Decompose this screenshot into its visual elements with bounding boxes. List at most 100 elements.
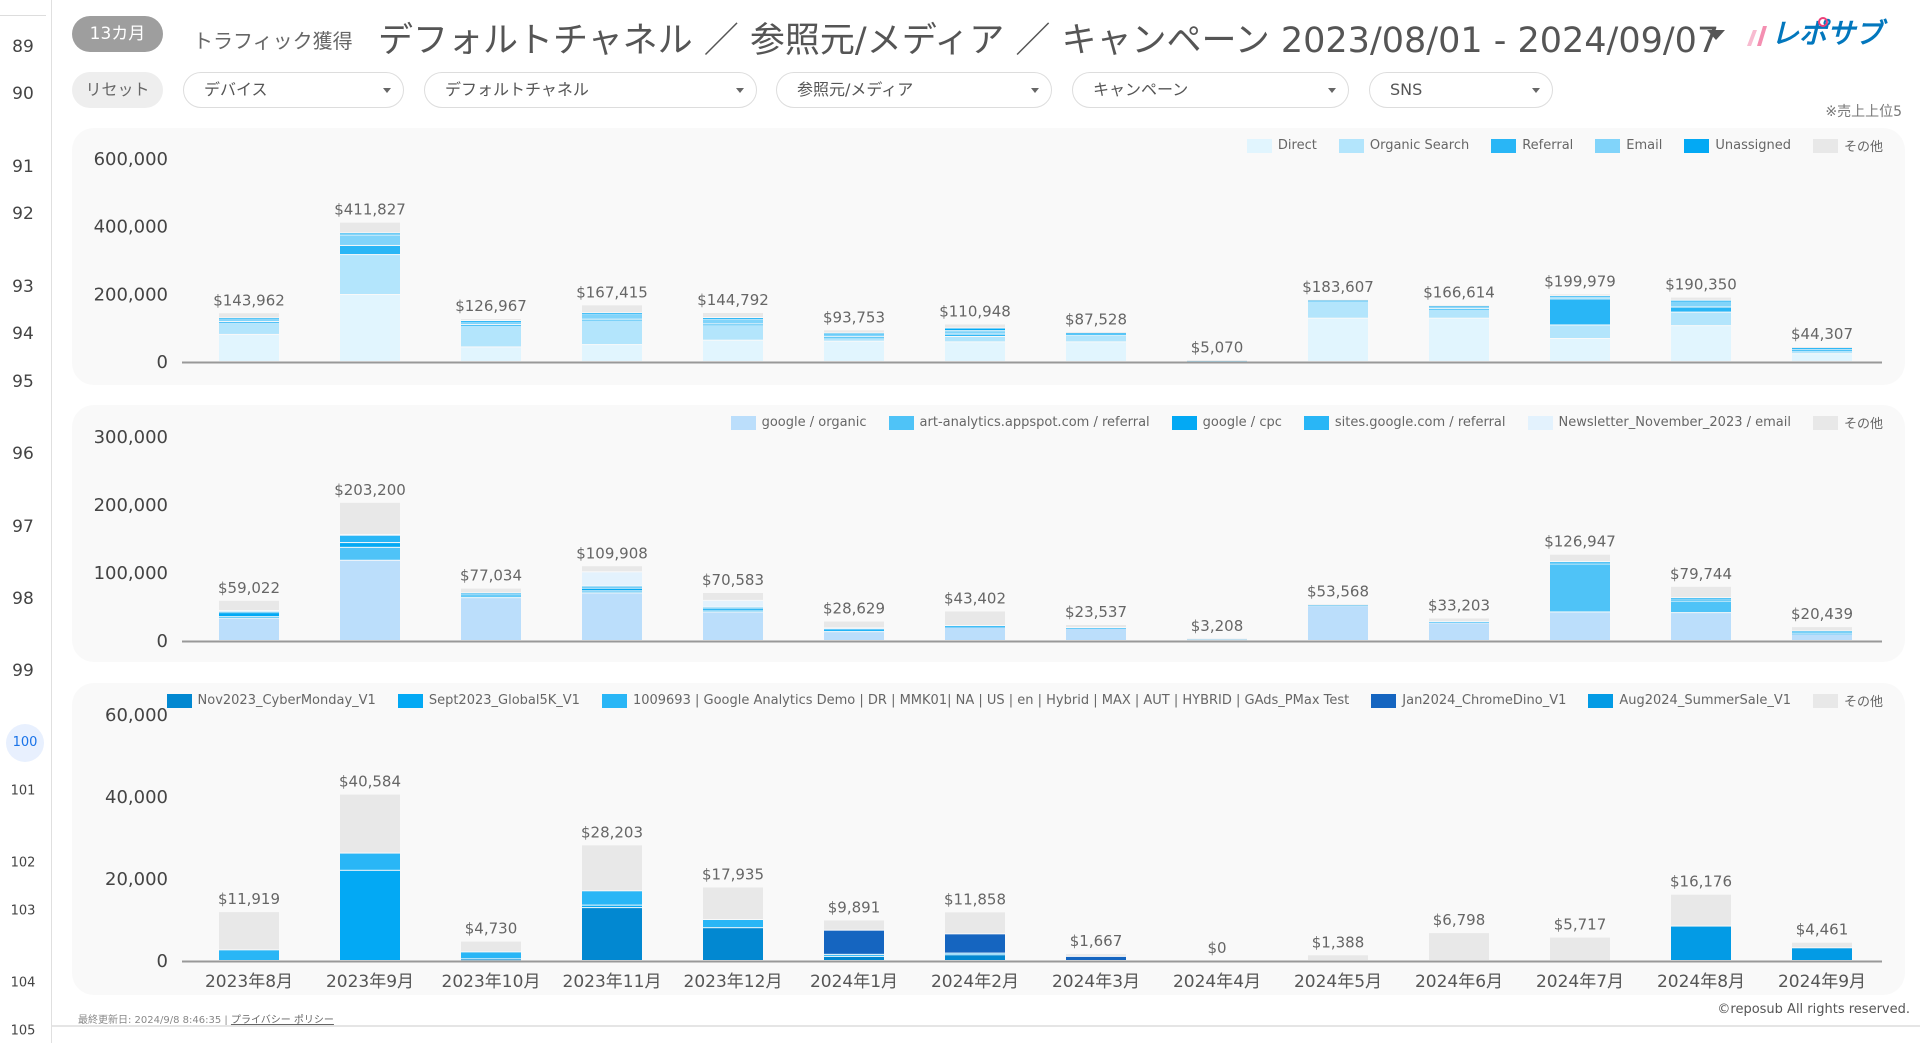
x-tick-label: 2023年8月 xyxy=(205,972,293,992)
bar-total-label: $43,402 xyxy=(944,589,1006,607)
row-number[interactable]: 97 xyxy=(12,517,34,537)
bar-segment xyxy=(582,314,642,319)
x-tick-label: 2023年11月 xyxy=(563,972,662,992)
bar-segment xyxy=(1550,612,1610,640)
row-number[interactable]: 93 xyxy=(12,277,34,297)
row-number[interactable]: 96 xyxy=(12,444,34,464)
bar-segment xyxy=(1308,301,1368,318)
chart-legend: google / organic art-analytics.appspot.co… xyxy=(730,413,1883,432)
row-number[interactable]: 100 xyxy=(6,724,44,762)
filter-dropdown[interactable]: 参照元/メディア xyxy=(776,72,1052,108)
row-number[interactable]: 102 xyxy=(10,855,36,871)
row-number[interactable]: 92 xyxy=(12,204,34,224)
bar-segment xyxy=(1671,307,1731,312)
bar-total-label: $199,979 xyxy=(1544,272,1616,290)
row-number[interactable]: 99 xyxy=(12,661,34,681)
bar-segment xyxy=(461,347,521,361)
bar-segment xyxy=(945,342,1005,361)
bar-segment xyxy=(1066,628,1126,640)
legend-item[interactable]: google / organic xyxy=(730,413,867,432)
legend-item[interactable]: Email xyxy=(1595,136,1662,155)
bar-segment xyxy=(582,588,642,591)
legend-label: Email xyxy=(1626,138,1663,153)
legend-item[interactable]: 1009693 | Google Analytics Demo | DR | M… xyxy=(601,691,1349,710)
legend-label: Referral xyxy=(1522,138,1574,153)
legend-item[interactable]: Newsletter_November_2023 / email xyxy=(1527,413,1791,432)
chevron-down-icon xyxy=(736,88,744,93)
legend-swatch xyxy=(1812,415,1838,430)
bar-total-label: $0 xyxy=(1207,939,1226,957)
legend-item[interactable]: Unassigned xyxy=(1684,136,1791,155)
row-number[interactable]: 90 xyxy=(12,84,34,104)
row-number[interactable]: 103 xyxy=(10,903,36,919)
row-number[interactable]: 91 xyxy=(12,157,34,177)
bar-segment xyxy=(1066,628,1126,629)
legend-swatch xyxy=(1491,138,1517,153)
row-number[interactable]: 98 xyxy=(12,589,34,609)
bar-segment xyxy=(340,233,400,235)
legend-swatch xyxy=(1684,138,1710,153)
bar-segment xyxy=(461,596,521,598)
legend-item[interactable]: Organic Search xyxy=(1338,136,1469,155)
filter-dropdown[interactable]: キャンペーン xyxy=(1072,72,1349,108)
bar-segment xyxy=(824,954,884,956)
bar-segment xyxy=(1792,633,1852,635)
legend-item[interactable]: Sept2023_Global5K_V1 xyxy=(397,691,580,710)
privacy-policy-link[interactable]: プライバシー ポリシー xyxy=(230,1015,334,1026)
y-tick-label: 40,000 xyxy=(105,787,168,808)
bar-total-label: $4,461 xyxy=(1796,921,1849,939)
bar-total-label: $11,919 xyxy=(218,890,280,908)
legend-item[interactable]: Referral xyxy=(1491,136,1573,155)
bar-segment xyxy=(703,325,763,340)
filter-dropdown[interactable]: SNS xyxy=(1369,72,1553,108)
bar-segment xyxy=(1308,604,1368,606)
legend-item[interactable]: Nov2023_CyberMonday_V1 xyxy=(166,691,376,710)
bar-segment xyxy=(582,586,642,588)
period-badge[interactable]: 13カ月 xyxy=(72,16,163,52)
bar-segment xyxy=(945,955,1005,960)
legend-swatch xyxy=(1588,693,1614,708)
bar-segment xyxy=(1671,601,1731,613)
bar-total-label: $3,208 xyxy=(1191,617,1244,635)
legend-item[interactable]: Direct xyxy=(1246,136,1317,155)
legend-label: Nov2023_CyberMonday_V1 xyxy=(197,693,376,708)
date-range-dropdown-icon[interactable] xyxy=(1707,30,1725,40)
legend-item[interactable]: Jan2024_ChromeDino_V1 xyxy=(1371,691,1566,710)
bar-segment xyxy=(945,334,1005,336)
reset-button[interactable]: リセット xyxy=(72,72,163,108)
bar-total-label: $5,070 xyxy=(1191,338,1244,356)
row-number[interactable]: 94 xyxy=(12,324,34,344)
bar-segment xyxy=(945,336,1005,342)
legend-item[interactable]: その他 xyxy=(1812,136,1883,155)
legend-item[interactable]: google / cpc xyxy=(1171,413,1282,432)
bar-segment xyxy=(219,950,279,960)
row-number[interactable]: 89 xyxy=(12,37,34,57)
bar-segment xyxy=(1550,564,1610,612)
bar-total-label: $40,584 xyxy=(339,773,401,791)
bar-segment xyxy=(824,628,884,630)
bar-segment xyxy=(1308,318,1368,361)
filter-dropdown[interactable]: デフォルトチャネル xyxy=(424,72,757,108)
legend-item[interactable]: その他 xyxy=(1812,691,1883,710)
bar-segment xyxy=(1550,296,1610,298)
bar-segment xyxy=(219,912,279,950)
legend-item[interactable]: sites.google.com / referral xyxy=(1303,413,1506,432)
bar-segment xyxy=(219,323,279,334)
legend-item[interactable]: Aug2024_SummerSale_V1 xyxy=(1588,691,1791,710)
filter-dropdown[interactable]: デバイス xyxy=(183,72,404,108)
filter-label: キャンペーン xyxy=(1093,80,1189,99)
legend-item[interactable]: art-analytics.appspot.com / referral xyxy=(888,413,1150,432)
bar-segment xyxy=(461,959,521,961)
legend-item[interactable]: その他 xyxy=(1812,413,1883,432)
row-number[interactable]: 105 xyxy=(10,1023,36,1039)
bar-segment xyxy=(219,319,279,322)
row-number[interactable]: 95 xyxy=(12,372,34,392)
bar-segment xyxy=(945,626,1005,628)
bar-total-label: $190,350 xyxy=(1665,276,1737,294)
bar-segment xyxy=(703,887,763,919)
row-number[interactable]: 101 xyxy=(10,783,36,799)
x-tick-label: 2024年3月 xyxy=(1052,972,1140,992)
row-number[interactable]: 104 xyxy=(10,975,36,991)
bar-total-label: $59,022 xyxy=(218,579,280,597)
bar-segment xyxy=(703,928,763,960)
